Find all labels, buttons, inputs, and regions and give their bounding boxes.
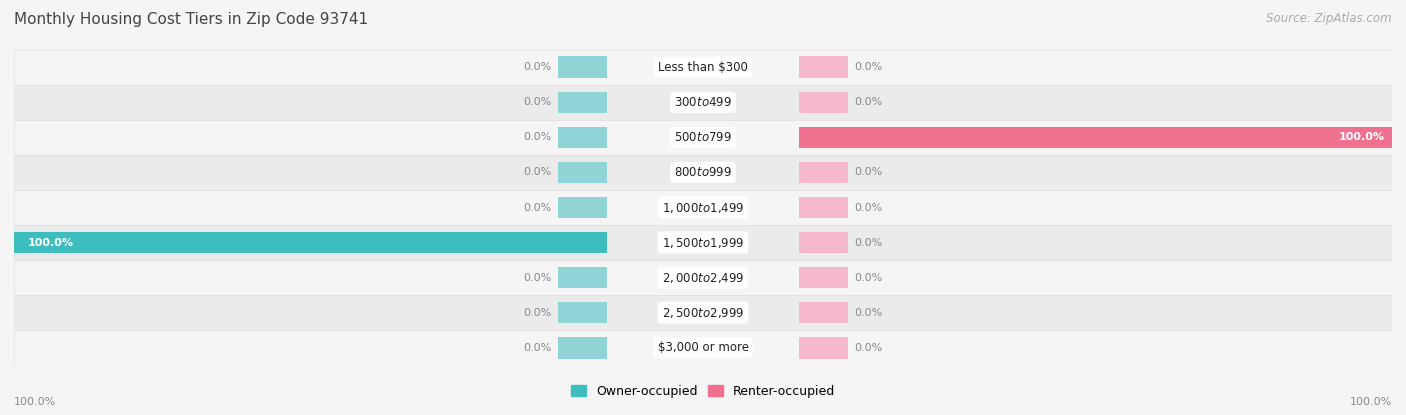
Text: 100.0%: 100.0% <box>1350 397 1392 407</box>
Bar <box>800 232 848 254</box>
Text: 0.0%: 0.0% <box>855 343 883 353</box>
Text: $800 to $999: $800 to $999 <box>673 166 733 179</box>
Text: 100.0%: 100.0% <box>1339 132 1385 142</box>
Bar <box>800 197 848 218</box>
Bar <box>14 85 1392 120</box>
Text: Source: ZipAtlas.com: Source: ZipAtlas.com <box>1267 12 1392 25</box>
Bar <box>14 155 1392 190</box>
Text: 0.0%: 0.0% <box>855 62 883 72</box>
Bar <box>14 225 1392 260</box>
Bar <box>558 302 606 324</box>
Bar <box>800 337 848 359</box>
Text: $500 to $799: $500 to $799 <box>673 131 733 144</box>
Bar <box>800 267 848 288</box>
Bar <box>14 120 1392 155</box>
Legend: Owner-occupied, Renter-occupied: Owner-occupied, Renter-occupied <box>567 380 839 403</box>
Bar <box>558 127 606 148</box>
Text: 100.0%: 100.0% <box>14 397 56 407</box>
Bar <box>14 50 1392 85</box>
Bar <box>14 260 1392 295</box>
Bar <box>558 56 606 78</box>
Text: $1,000 to $1,499: $1,000 to $1,499 <box>662 200 744 215</box>
Text: $1,500 to $1,999: $1,500 to $1,999 <box>662 236 744 249</box>
Text: 0.0%: 0.0% <box>523 132 551 142</box>
Text: Less than $300: Less than $300 <box>658 61 748 74</box>
Text: $2,500 to $2,999: $2,500 to $2,999 <box>662 305 744 320</box>
Bar <box>558 197 606 218</box>
Text: 0.0%: 0.0% <box>523 308 551 317</box>
Text: $3,000 or more: $3,000 or more <box>658 341 748 354</box>
Bar <box>800 161 848 183</box>
Text: 0.0%: 0.0% <box>523 62 551 72</box>
Text: Monthly Housing Cost Tiers in Zip Code 93741: Monthly Housing Cost Tiers in Zip Code 9… <box>14 12 368 27</box>
Text: 0.0%: 0.0% <box>855 273 883 283</box>
Text: 0.0%: 0.0% <box>855 237 883 247</box>
Bar <box>14 190 1392 225</box>
Bar <box>558 161 606 183</box>
Bar <box>800 127 1392 148</box>
Bar <box>800 56 848 78</box>
Bar <box>558 337 606 359</box>
Bar <box>14 232 606 254</box>
Text: 0.0%: 0.0% <box>855 308 883 317</box>
Text: 0.0%: 0.0% <box>523 343 551 353</box>
Text: 0.0%: 0.0% <box>523 98 551 107</box>
Bar <box>800 302 848 324</box>
Text: $2,000 to $2,499: $2,000 to $2,499 <box>662 271 744 285</box>
Bar <box>558 91 606 113</box>
Text: 0.0%: 0.0% <box>855 203 883 212</box>
Text: $300 to $499: $300 to $499 <box>673 96 733 109</box>
Text: 0.0%: 0.0% <box>855 168 883 178</box>
Text: 0.0%: 0.0% <box>523 203 551 212</box>
Text: 0.0%: 0.0% <box>523 273 551 283</box>
Bar <box>558 267 606 288</box>
Text: 0.0%: 0.0% <box>523 168 551 178</box>
Bar <box>14 330 1392 365</box>
Bar <box>14 295 1392 330</box>
Text: 100.0%: 100.0% <box>28 237 75 247</box>
Text: 0.0%: 0.0% <box>855 98 883 107</box>
Bar <box>800 91 848 113</box>
